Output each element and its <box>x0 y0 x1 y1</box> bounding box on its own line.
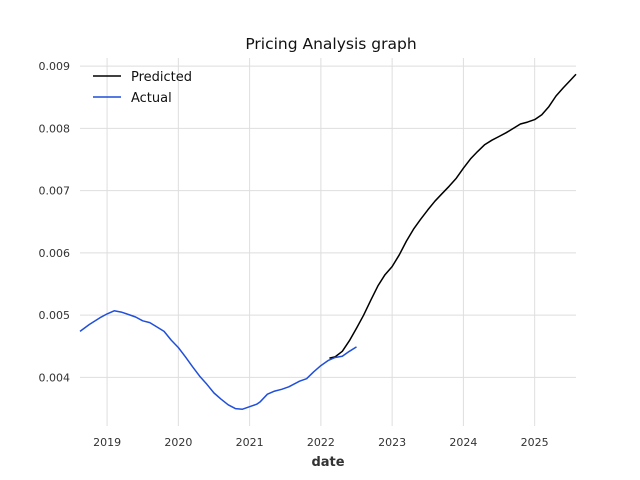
series-line-predicted <box>329 73 577 359</box>
y-tick-label: 0.008 <box>39 122 71 135</box>
y-tick-label: 0.006 <box>39 247 71 260</box>
legend: Predicted Actual <box>93 70 192 106</box>
x-tick-label: 2022 <box>307 436 335 449</box>
x-tick-label: 2025 <box>521 436 549 449</box>
x-axis-label: date <box>311 455 344 470</box>
x-tick-label: 2021 <box>236 436 264 449</box>
series-lines <box>79 73 577 410</box>
x-tick-label: 2024 <box>449 436 477 449</box>
x-tick-label: 2019 <box>93 436 121 449</box>
y-tick-label: 0.009 <box>39 60 71 73</box>
y-tick-label: 0.007 <box>39 185 71 198</box>
series-line-actual <box>79 310 357 410</box>
x-tick-label: 2020 <box>164 436 192 449</box>
grid <box>80 58 576 426</box>
y-tick-label: 0.005 <box>39 309 71 322</box>
x-axis-ticks: 2019 2020 2021 2022 2023 2024 2025 <box>93 436 549 449</box>
legend-label-predicted: Predicted <box>131 70 192 85</box>
y-axis-ticks: 0.004 0.005 0.006 0.007 0.008 0.009 <box>39 60 71 384</box>
legend-label-actual: Actual <box>131 91 172 106</box>
y-tick-label: 0.004 <box>39 371 71 384</box>
chart-title: Pricing Analysis graph <box>245 35 416 53</box>
x-tick-label: 2023 <box>378 436 406 449</box>
